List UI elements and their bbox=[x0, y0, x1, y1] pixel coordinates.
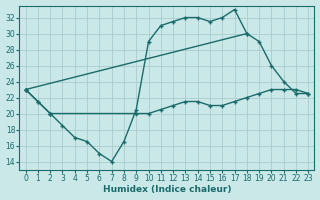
X-axis label: Humidex (Indice chaleur): Humidex (Indice chaleur) bbox=[103, 185, 231, 194]
